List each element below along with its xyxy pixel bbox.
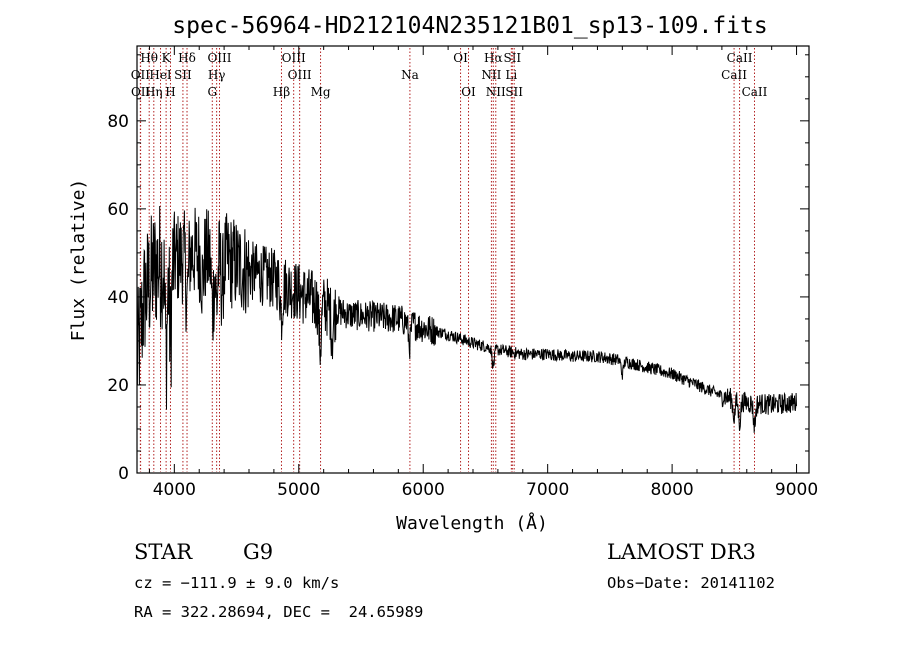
line-marker-label: NII [486, 85, 506, 99]
line-marker-label: Hδ [178, 51, 196, 65]
line-marker-label: Hβ [273, 85, 290, 99]
x-tick-label: 9000 [775, 480, 818, 500]
line-marker-label: OII [131, 85, 151, 99]
line-marker-label: Hγ [208, 68, 226, 82]
y-axis-label: Flux (relative) [68, 179, 89, 342]
x-tick-label: 5000 [277, 480, 320, 500]
x-tick-label: 7000 [526, 480, 569, 500]
y-tick-label: 20 [107, 376, 129, 396]
line-marker-label: Li [505, 68, 517, 82]
x-tick-label: 6000 [402, 480, 445, 500]
line-marker-label: OIII [282, 51, 306, 65]
subclass: G9 [243, 540, 274, 564]
line-marker-label: OI [461, 85, 476, 99]
line-marker-label: OIII [288, 68, 312, 82]
x-tick-label: 8000 [650, 480, 693, 500]
axes: 4000 5000 6000 7000 8000 9000 0 20 40 60 80 [107, 46, 818, 500]
line-marker-label: NII [481, 68, 501, 82]
line-marker-label: HeI [149, 68, 172, 82]
x-axis-label: Wavelength (Å) [396, 512, 548, 534]
line-marker-label: CaII [721, 68, 747, 82]
obs-date: Obs−Date: 20141102 [607, 574, 775, 592]
chart-title: spec-56964-HD212104N235121B01_sp13-109.f… [172, 13, 767, 39]
line-marker-label: OIII [207, 51, 231, 65]
spectrum-line [136, 205, 797, 433]
line-marker-label: Na [401, 68, 419, 82]
coordinates: RA = 322.28694, DEC = 24.65989 [134, 603, 424, 621]
line-marker-label: G [207, 85, 217, 99]
line-marker-label: OI [453, 51, 468, 65]
y-tick-label: 80 [107, 112, 129, 132]
line-marker-label: Hη [145, 85, 163, 99]
line-marker-label: OII [131, 68, 151, 82]
line-marker-label: SII [503, 51, 521, 65]
y-tick-label: 0 [118, 464, 129, 484]
line-marker-label: Mg [311, 85, 331, 99]
line-marker-label: SII [174, 68, 192, 82]
y-tick-label: 60 [107, 200, 129, 220]
redshift-cz: cz = −111.9 ± 9.0 km/s [134, 574, 340, 592]
line-marker-label: K [162, 51, 172, 65]
line-marker-label: CaII [727, 51, 753, 65]
line-marker-label: Hθ [140, 51, 158, 65]
line-marker-label: SII [505, 85, 523, 99]
line-marker-label: H [165, 85, 175, 99]
x-tick-label: 4000 [153, 480, 196, 500]
survey-name: LAMOST DR3 [607, 540, 756, 564]
line-marker-label: Hα [484, 51, 503, 65]
line-marker-label: CaII [742, 85, 768, 99]
y-tick-label: 40 [107, 288, 129, 308]
object-class: STAR [134, 540, 193, 564]
